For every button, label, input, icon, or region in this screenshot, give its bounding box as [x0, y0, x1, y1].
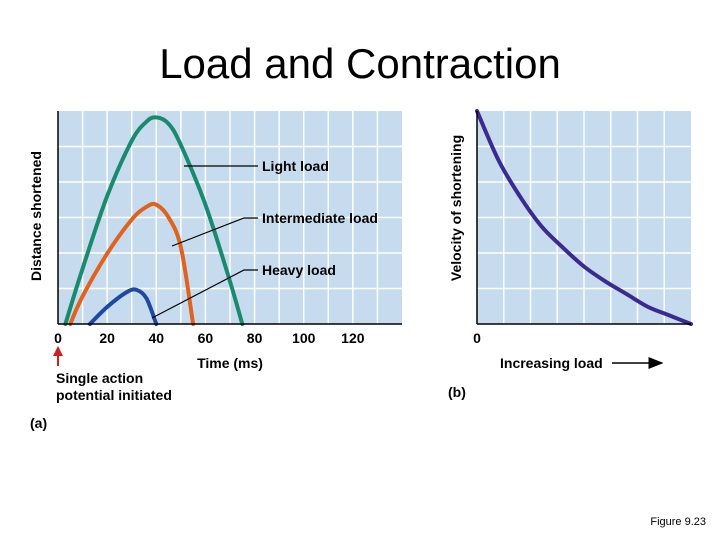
panel-a-chart: Light load Intermediate load Heavy load 0 2… [28, 111, 402, 431]
panel-b-letter: (b) [448, 384, 466, 400]
panel-a-x-tick-label: 100 [292, 330, 316, 346]
figure-reference: Figure 9.23 [650, 516, 706, 528]
slide-title: Load and Contraction [159, 40, 561, 87]
stimulus-annotation-line2: potential initiated [56, 387, 172, 403]
panel-a-series [63, 115, 245, 326]
panel-b-x-axis-label: Increasing load [500, 355, 603, 371]
panel-a-x-tick-label: 40 [148, 330, 164, 346]
panel-a-y-axis-label: Distance shortened [28, 151, 44, 281]
panel-b-series [475, 109, 693, 326]
series-line-velocity [475, 109, 693, 326]
panel-b-chart: 0 Velocity of shortening Increasing load… [448, 109, 693, 400]
legend-label-intermediate: Intermediate load [262, 210, 378, 226]
panel-b-origin-label: 0 [473, 330, 481, 346]
series-line-heavy [87, 287, 159, 326]
panel-b-y-axis-label: Velocity of shortening [448, 135, 464, 281]
series-line-intermediate [68, 201, 196, 326]
panel-a-x-tick-label: 0 [54, 330, 62, 346]
panel-a-axes [57, 111, 402, 325]
panel-a-x-tick-label: 80 [247, 330, 263, 346]
panel-a-x-axis-label: Time (ms) [197, 355, 263, 371]
panel-a-legend-leaders: Light load Intermediate load Heavy load [151, 158, 378, 319]
panel-a-tick-labels: 0 20 40 60 80 100 120 [54, 330, 365, 346]
panel-a-x-tick-label: 60 [198, 330, 214, 346]
leader-line-intermediate [171, 217, 258, 247]
panel-b-grid [477, 111, 691, 324]
panel-a-x-tick-label: 120 [341, 330, 365, 346]
series-line-light [63, 115, 245, 326]
legend-label-heavy: Heavy load [262, 262, 336, 278]
legend-label-light: Light load [262, 158, 329, 174]
panel-a-x-tick-label: 20 [99, 330, 115, 346]
panel-a-letter: (a) [30, 415, 47, 431]
stimulus-arrow-icon [53, 346, 63, 366]
panel-b-axes [476, 111, 691, 325]
leader-line-heavy [151, 269, 258, 319]
stimulus-annotation-line1: Single action [56, 370, 143, 386]
